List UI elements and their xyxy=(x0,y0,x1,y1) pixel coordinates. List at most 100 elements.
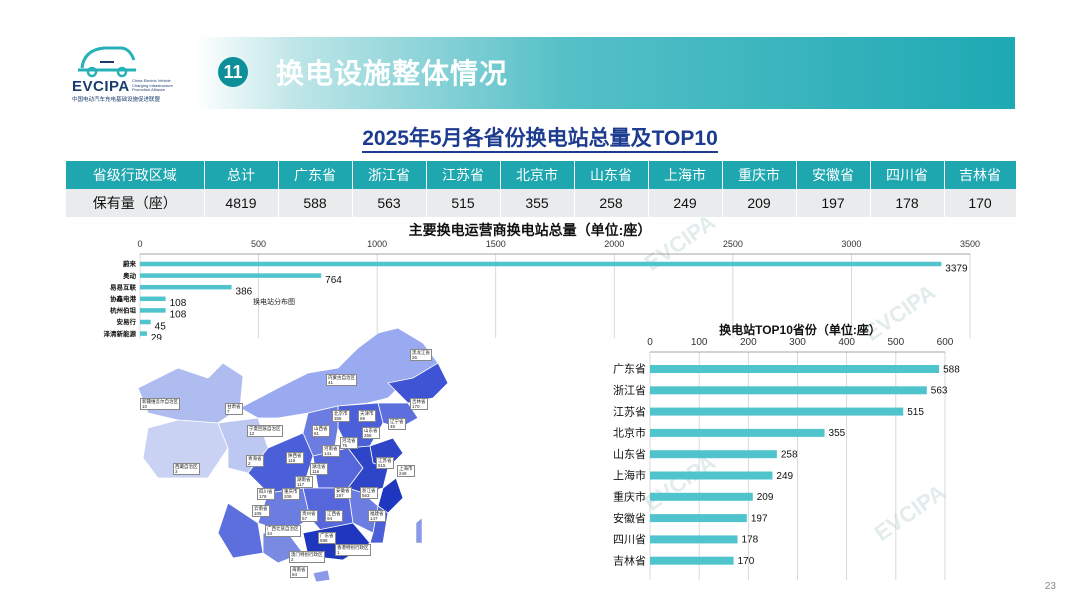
data-label: 108 xyxy=(170,298,187,309)
table-header-cell: 江苏省 xyxy=(426,161,501,189)
map-province-value: 563 xyxy=(362,493,370,498)
map-province-name: 河北省 xyxy=(342,438,356,443)
map-province-label: 宁夏回族自治区 13 xyxy=(247,425,283,437)
table-row: 保有量（座） 4819 588 563 515 355 258 249 209 197 178 170 xyxy=(66,189,1017,217)
map-province-name: 贵州省 xyxy=(302,511,316,516)
chart-title: 主要换电运营商换电站总量（单位:座） xyxy=(409,222,652,238)
bar xyxy=(650,514,747,523)
category-label: 吉林省 xyxy=(613,553,646,567)
map-province-name: 河南省 xyxy=(324,446,338,451)
chart-title: 换电站TOP10省份（单位:座） xyxy=(719,322,881,337)
map-province-label: 山西省 61 xyxy=(312,425,330,437)
data-label: 29 xyxy=(151,333,163,340)
x-tick-label: 2500 xyxy=(723,239,743,249)
map-province-value: 34 xyxy=(267,531,273,536)
data-label: 515 xyxy=(907,407,924,418)
top10-bar-chart: 换电站TOP10省份（单位:座） 0 100 200 300 400 500 600 广东省 58… xyxy=(613,322,960,580)
map-province-value: 588 xyxy=(320,538,328,543)
category-label: 安徽省 xyxy=(613,511,646,525)
map-province-value: 48 xyxy=(390,424,396,429)
map-province-value: 41 xyxy=(328,380,334,385)
category-label: 蔚来 xyxy=(123,259,137,268)
map-province-label: 海南省 64 xyxy=(290,566,308,578)
map-province-value: 515 xyxy=(378,463,386,468)
table-cell: 170 xyxy=(944,189,1017,217)
bar xyxy=(650,535,738,544)
map-province-name: 四川省 xyxy=(259,489,273,494)
bar xyxy=(140,284,232,290)
logo-english: China Electric Vehicle Charging Infrastr… xyxy=(132,78,173,92)
map-province-name: 宁夏回族自治区 xyxy=(249,426,281,431)
data-label: 197 xyxy=(751,513,768,524)
map-province-label: 河南省 141 xyxy=(322,445,340,457)
map-province-name: 陕西省 xyxy=(288,453,302,458)
x-tick-label: 200 xyxy=(740,337,757,348)
map-province-name: 新疆维吾尔自治区 xyxy=(142,399,178,404)
map-province-value: 26 xyxy=(412,355,418,360)
table-header-cell: 总计 xyxy=(204,161,279,189)
map-province-label: 青海省 2 xyxy=(246,455,264,467)
map-province-name: 甘肃省 xyxy=(227,404,241,409)
category-label: 易易互联 xyxy=(110,282,137,291)
map-province-label: 吉林省 170 xyxy=(410,398,428,410)
data-label: 355 xyxy=(829,428,846,439)
table-header-cell: 山东省 xyxy=(574,161,649,189)
map-province-label: 北京市 355 xyxy=(332,410,350,422)
map-province-name: 重庆市 xyxy=(284,489,298,494)
map-province-name: 福建省 xyxy=(370,511,384,516)
x-tick-label: 2000 xyxy=(604,239,624,249)
map-province-name: 天津市 xyxy=(360,411,374,416)
data-label: 249 xyxy=(776,471,793,482)
map-province-label: 浙江省 563 xyxy=(360,487,378,499)
map-province-name: 江苏省 xyxy=(378,458,392,463)
x-tick-label: 500 xyxy=(251,239,266,249)
summary-table: 省级行政区域 总计 广东省 浙江省 江苏省 北京市 山东省 上海市 重庆市 安徽省 四川省 吉林省 保… xyxy=(66,161,1017,217)
data-label: 3379 xyxy=(945,263,968,274)
map-province-value: 141 xyxy=(324,451,332,456)
map-province-label: 安徽省 197 xyxy=(334,487,352,499)
data-label: 45 xyxy=(155,321,167,332)
map-province-value: 57 xyxy=(302,516,308,521)
table-header-cell: 省级行政区域 xyxy=(66,161,205,189)
table-cell: 209 xyxy=(722,189,797,217)
data-label: 386 xyxy=(236,287,253,298)
x-tick-label: 600 xyxy=(937,337,954,348)
map-province-name: 山东省 xyxy=(364,428,378,433)
x-tick-label: 100 xyxy=(691,337,708,348)
table-cell: 4819 xyxy=(204,189,279,217)
map-province-value: 13 xyxy=(249,431,255,436)
map-province-name: 广西壮族自治区 xyxy=(267,526,299,531)
table-cell: 355 xyxy=(500,189,575,217)
x-tick-label: 0 xyxy=(647,337,653,348)
table-header-cell: 吉林省 xyxy=(944,161,1017,189)
map-province-value: 94 xyxy=(327,516,333,521)
category-label: 泽清新能源 xyxy=(104,329,137,338)
map-province-name: 吉林省 xyxy=(412,399,426,404)
table-cell: 258 xyxy=(574,189,649,217)
map-province-value: 209 xyxy=(284,494,292,499)
map-province-name: 浙江省 xyxy=(362,488,376,493)
map-province-value: 1 xyxy=(337,550,340,555)
bar xyxy=(140,319,151,325)
bar xyxy=(650,428,825,437)
bar xyxy=(140,296,166,302)
bar xyxy=(650,407,904,416)
table-cell: 178 xyxy=(870,189,945,217)
category-label: 安易行 xyxy=(117,317,137,326)
map-province-value: 197 xyxy=(336,493,344,498)
bar xyxy=(650,556,734,565)
data-label: 258 xyxy=(781,450,798,461)
category-label: 山东省 xyxy=(613,448,646,461)
bar xyxy=(650,365,940,373)
map-province-label: 贵州省 57 xyxy=(300,510,318,522)
map-province-label: 福建省 147 xyxy=(368,510,386,522)
category-label: 四川省 xyxy=(613,533,646,546)
map-province-name: 黑龙江省 xyxy=(412,350,430,355)
category-label: 广东省 xyxy=(613,363,646,376)
map-province-label: 广西壮族自治区 34 xyxy=(265,525,301,537)
map-province-name: 香港特别行政区 xyxy=(337,545,369,550)
map-province-label: 新疆维吾尔自治区 10 xyxy=(140,398,180,410)
map-province-name: 湖北省 xyxy=(312,464,326,469)
map-province-name: 青海省 xyxy=(248,456,262,461)
china-map xyxy=(138,328,449,583)
